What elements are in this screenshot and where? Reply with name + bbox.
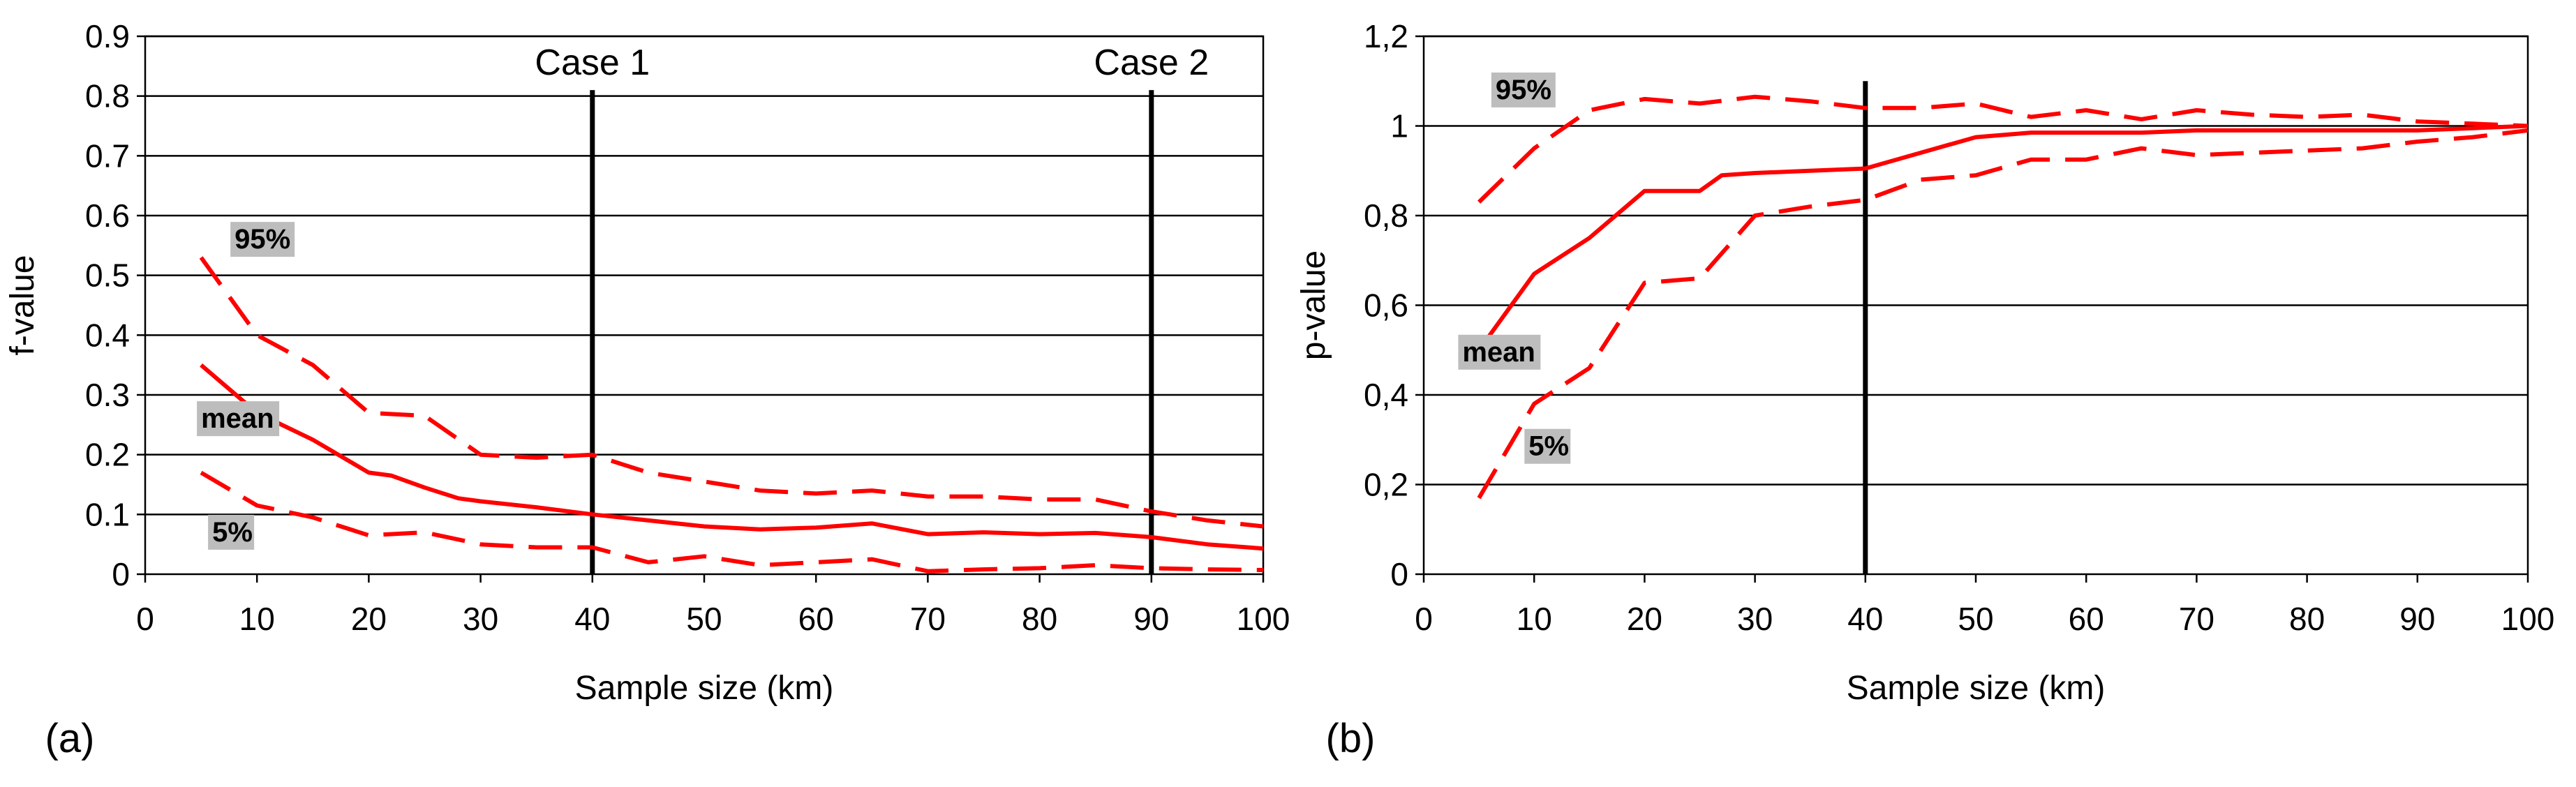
y-tick-label: 0,6 bbox=[1364, 287, 1408, 324]
x-axis-title: Sample size (km) bbox=[1847, 670, 2106, 707]
y-tick-label: 0.4 bbox=[85, 317, 130, 353]
panel-label: (b) bbox=[1326, 716, 1376, 761]
y-tick-label: 0,2 bbox=[1364, 467, 1408, 503]
annotation-label: 5% bbox=[1528, 431, 1569, 462]
panel-label: (a) bbox=[45, 716, 95, 761]
y-tick-label: 0,4 bbox=[1364, 377, 1408, 413]
annotation-label: 95% bbox=[234, 224, 290, 255]
x-tick-label: 80 bbox=[2289, 601, 2325, 637]
y-tick-label: 0 bbox=[112, 556, 130, 592]
y-tick-label: 0 bbox=[1390, 556, 1408, 592]
annotation-label: mean bbox=[201, 403, 274, 434]
chart-panel-b: 0 0,2 0,4 0,6 0,8 1 1,2 0 10 20 30 40 50 60 70 80 90 100 9… bbox=[1295, 18, 2554, 761]
y-tick-label: 0.3 bbox=[85, 377, 130, 413]
annotation-box bbox=[1524, 428, 1571, 464]
y-tick-label: 0.9 bbox=[85, 18, 130, 54]
y-tick-label: 0.1 bbox=[85, 496, 130, 532]
x-tick-label: 10 bbox=[239, 601, 275, 637]
annotation-label: mean bbox=[1462, 337, 1535, 368]
x-axis-title: Sample size (km) bbox=[575, 670, 834, 707]
x-tick-label: 10 bbox=[1517, 601, 1552, 637]
series-95pct-line bbox=[1477, 94, 2529, 204]
x-tick-label: 100 bbox=[2501, 601, 2555, 637]
y-tick-label: 0,8 bbox=[1364, 197, 1408, 234]
x-tick-label: 40 bbox=[1847, 601, 1883, 637]
y-tick-label: 0.7 bbox=[85, 137, 130, 174]
y-tick-label: 0.5 bbox=[85, 257, 130, 294]
series-mean-line bbox=[1477, 123, 2529, 352]
series-5pct-line bbox=[1477, 128, 2529, 500]
chart-panel-a: 0 0.1 0.2 0.3 0.4 0.5 0.6 0.7 0.8 0.9 0 10 20 30 40 50 6… bbox=[4, 18, 1290, 761]
x-tick-label: 60 bbox=[2069, 601, 2104, 637]
x-tick-label: 0 bbox=[1415, 601, 1433, 637]
y-tick-label: 0.6 bbox=[85, 197, 130, 234]
y-tick-label: 0.8 bbox=[85, 78, 130, 114]
reference-line-label: Case 2 bbox=[1094, 43, 1209, 83]
plot-area-frame bbox=[144, 35, 1265, 576]
x-tick-label: 20 bbox=[351, 601, 387, 637]
annotation-label: 95% bbox=[1496, 75, 1551, 105]
annotation-label: 5% bbox=[212, 517, 253, 548]
plot-area-frame bbox=[1422, 35, 2529, 576]
y-axis-title: p-value bbox=[1295, 250, 1332, 360]
annotation-box bbox=[197, 401, 280, 437]
x-tick-label: 70 bbox=[2179, 601, 2214, 637]
x-tick-label: 50 bbox=[1958, 601, 1993, 637]
series-5pct-line bbox=[200, 470, 1264, 574]
y-tick-label: 0.2 bbox=[85, 437, 130, 473]
x-tick-label: 20 bbox=[1627, 601, 1662, 637]
reference-line-label: Case 1 bbox=[535, 43, 650, 83]
annotation-box bbox=[1491, 72, 1556, 107]
series-mean-line bbox=[200, 363, 1264, 551]
y-tick-label: 1,2 bbox=[1364, 18, 1408, 54]
x-tick-label: 40 bbox=[574, 601, 610, 637]
x-tick-label: 70 bbox=[910, 601, 946, 637]
x-tick-label: 90 bbox=[2399, 601, 2435, 637]
series-95pct-line bbox=[199, 256, 1264, 529]
x-tick-label: 90 bbox=[1133, 601, 1169, 637]
x-tick-label: 100 bbox=[1237, 601, 1290, 637]
x-tick-label: 30 bbox=[1737, 601, 1773, 637]
x-tick-label: 30 bbox=[463, 601, 498, 637]
x-tick-label: 80 bbox=[1022, 601, 1057, 637]
x-tick-label: 60 bbox=[798, 601, 834, 637]
annotation-box bbox=[208, 514, 255, 550]
y-axis-title: f-value bbox=[4, 255, 41, 355]
annotation-box bbox=[230, 222, 295, 257]
x-tick-label: 0 bbox=[136, 601, 154, 637]
annotation-box bbox=[1458, 334, 1541, 370]
y-tick-label: 1 bbox=[1390, 108, 1408, 144]
x-tick-label: 50 bbox=[686, 601, 722, 637]
